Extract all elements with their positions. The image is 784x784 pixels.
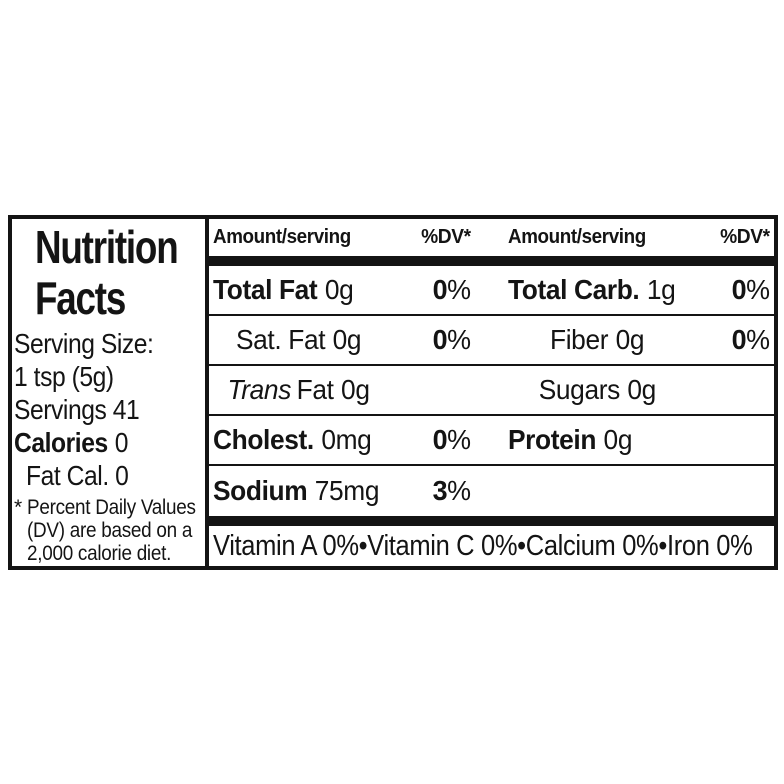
cholesterol-cell: Cholest. 0mg [213, 424, 372, 455]
vitamins-row: Vitamin A 0%•Vitamin C 0%•Calcium 0%•Iro… [209, 526, 774, 566]
vitamins-text: Vitamin A 0%•Vitamin C 0%•Calcium 0%•Iro… [213, 529, 753, 562]
nutrition-facts-label: Nutrition Facts Serving Size: 1 tsp (5g)… [8, 215, 778, 570]
total-fat-cell: Total Fat 0g [213, 274, 354, 305]
header-dv-left: %DV* [421, 226, 471, 248]
servings-count: Servings 41 [14, 394, 140, 425]
fiber-cell: Fiber 0g [549, 324, 645, 355]
title-line-nutrition: Nutrition [35, 221, 179, 273]
serving-size-label: Serving Size: [14, 328, 154, 359]
fat-calories-line: Fat Cal. 0 [26, 460, 129, 491]
label-title: Nutrition Facts [35, 221, 179, 324]
table-header-row: Amount/serving %DV* Amount/serving %DV* [209, 219, 774, 256]
footnote-line-3: 2,000 calorie diet. [27, 542, 172, 565]
footnote-text: Percent Daily Values (DV) are based on a… [27, 496, 196, 565]
protein-cell: Protein 0g [508, 424, 633, 455]
calories-value: 0 [114, 427, 129, 458]
serving-size-value: 1 tsp (5g) [14, 361, 114, 392]
title-line-facts: Facts [35, 272, 126, 324]
header-dv-right: %DV* [720, 226, 770, 248]
total-fat-dv-cell: 0% [432, 274, 471, 305]
header-separator-bar [209, 256, 774, 266]
table-row: Total Fat 0g 0% Total Carb. 1g 0% [209, 266, 774, 316]
nutrient-table: Amount/serving %DV* Amount/serving %DV* … [209, 219, 774, 566]
header-amount-serving-left: Amount/serving [213, 226, 351, 248]
label-summary-column: Nutrition Facts Serving Size: 1 tsp (5g)… [12, 219, 209, 566]
footnote-asterisk: * [14, 496, 22, 519]
footnote-line-1: Percent Daily Values [27, 496, 196, 519]
cholesterol-dv-cell: 0% [432, 424, 471, 455]
sodium-dv-cell: 3% [432, 475, 471, 506]
daily-values-footnote: * Percent Daily Values (DV) are based on… [14, 496, 205, 565]
calories-line: Calories 0 [14, 426, 182, 459]
sat-fat-dv-cell: 0% [432, 324, 471, 355]
table-row: Sodium 75mg 3% [209, 466, 774, 516]
fiber-dv-cell: 0% [731, 324, 770, 355]
sugars-cell: Sugars 0g [538, 374, 656, 405]
calories-label: Calories [14, 427, 108, 458]
table-row: Cholest. 0mg 0% Protein 0g [209, 416, 774, 466]
table-row: Trans Fat 0g Sugars 0g [209, 366, 774, 416]
header-amount-serving-right: Amount/serving [508, 226, 646, 248]
total-carb-cell: Total Carb. 1g [508, 274, 676, 305]
sodium-cell: Sodium 75mg [213, 475, 380, 506]
total-carb-dv-cell: 0% [731, 274, 770, 305]
sat-fat-cell: Sat. Fat 0g [236, 324, 362, 355]
table-row: Sat. Fat 0g 0% Fiber 0g 0% [209, 316, 774, 366]
footnote-line-2: (DV) are based on a [27, 519, 193, 542]
vitamins-separator-bar [209, 516, 774, 526]
trans-fat-cell: Trans Fat 0g [227, 374, 371, 405]
